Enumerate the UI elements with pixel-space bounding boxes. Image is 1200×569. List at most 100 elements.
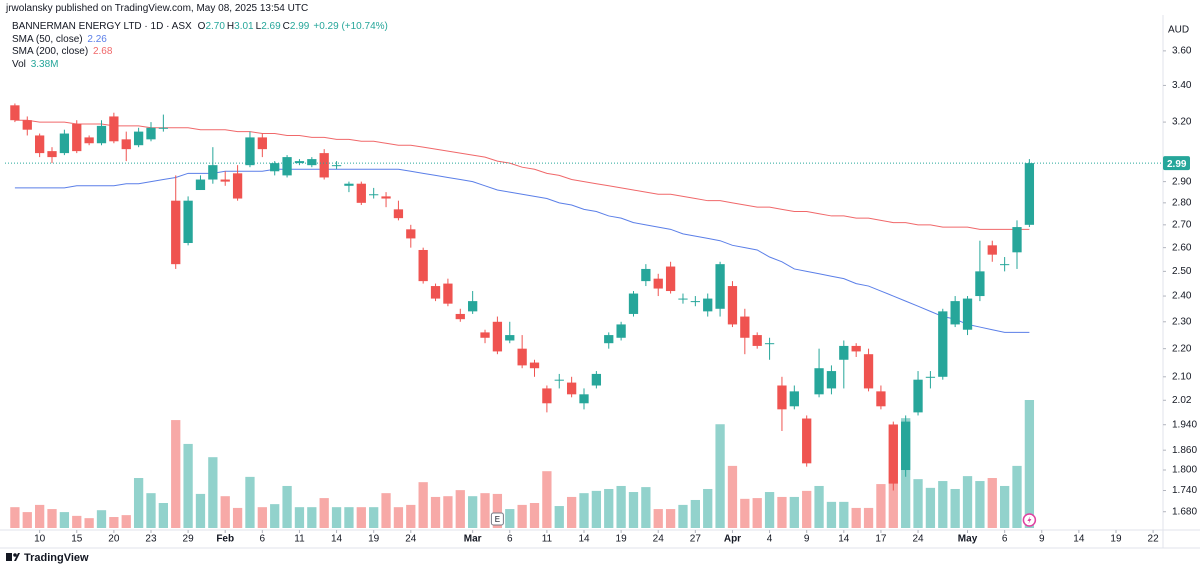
volume-bar bbox=[307, 507, 317, 528]
volume-bar bbox=[1000, 485, 1010, 528]
y-tick-label: 2.30 bbox=[1172, 316, 1192, 327]
candle-body bbox=[270, 163, 280, 172]
candle-body bbox=[232, 173, 243, 199]
ohlc-value: 2.69 bbox=[261, 21, 281, 32]
candle-body bbox=[307, 159, 317, 166]
volume-bar bbox=[938, 481, 948, 528]
sma-name: SMA (200, close) bbox=[12, 46, 89, 57]
candle-body bbox=[146, 127, 156, 140]
x-tick-label: 29 bbox=[183, 534, 195, 545]
x-tick-label: May bbox=[958, 534, 978, 545]
candle-body bbox=[195, 179, 206, 191]
candle-body bbox=[517, 348, 527, 366]
vol-value: 3.38M bbox=[30, 58, 59, 70]
volume-bar bbox=[962, 476, 973, 528]
volume-bar bbox=[22, 512, 32, 528]
price-tag bbox=[1163, 156, 1190, 171]
volume-bar bbox=[381, 493, 391, 528]
candle-body bbox=[802, 418, 812, 464]
x-tick-label: 20 bbox=[108, 534, 120, 545]
volume-bar bbox=[554, 506, 564, 528]
x-tick-label: 14 bbox=[331, 534, 343, 545]
candle-body bbox=[257, 137, 267, 150]
legend: BANNERMAN ENERGY LTD · 1D · ASX O2.70 H3.0… bbox=[12, 21, 390, 71]
candle-body bbox=[703, 298, 713, 312]
candle-body bbox=[764, 343, 775, 345]
candle-body bbox=[443, 283, 453, 304]
candle-body bbox=[901, 421, 911, 471]
candle-body bbox=[171, 200, 181, 265]
volume-bar bbox=[319, 498, 329, 528]
candle-body bbox=[975, 271, 985, 297]
candle-body bbox=[641, 268, 651, 282]
y-tick-label: 1.860 bbox=[1172, 445, 1197, 456]
currency: AUD bbox=[1168, 25, 1189, 36]
volume-bar bbox=[208, 457, 218, 528]
volume-bar bbox=[492, 493, 503, 528]
event-label: E bbox=[495, 515, 500, 524]
published-note: jrwolansky published on TradingView.com,… bbox=[6, 3, 309, 14]
volume-bar bbox=[47, 509, 57, 528]
volume-bar bbox=[851, 507, 861, 528]
volume-bar bbox=[418, 482, 428, 528]
candle-body bbox=[665, 266, 676, 292]
y-tick-label: 2.60 bbox=[1172, 242, 1192, 253]
sma-value: 2.26 bbox=[87, 33, 107, 45]
candle-body bbox=[84, 137, 94, 144]
volume-bar bbox=[814, 485, 824, 528]
volume-bar bbox=[220, 496, 230, 528]
x-tick-label: 22 bbox=[1148, 534, 1160, 545]
volume-bar bbox=[72, 515, 82, 528]
x-tick-label: 11 bbox=[294, 534, 305, 545]
candle-body bbox=[863, 354, 874, 389]
volume-bar bbox=[789, 496, 799, 528]
volume-bar bbox=[703, 488, 713, 528]
volume-bar bbox=[517, 504, 527, 528]
brand-logo bbox=[6, 553, 20, 561]
x-tick-label: 6 bbox=[1002, 534, 1008, 545]
flash-bolt bbox=[1027, 516, 1032, 524]
candle-body bbox=[294, 161, 305, 164]
volume-bar bbox=[987, 478, 997, 528]
x-tick-label: Apr bbox=[724, 534, 741, 545]
legend-row: SMA (50, close) 2.26 bbox=[12, 34, 390, 47]
candle-body bbox=[529, 362, 540, 369]
candle-body bbox=[752, 335, 762, 346]
candle-body bbox=[220, 179, 230, 182]
volume-bar bbox=[282, 485, 292, 528]
event-marker bbox=[490, 512, 504, 526]
volume-bar bbox=[542, 471, 552, 528]
volume-bar bbox=[245, 476, 255, 528]
volume-bar bbox=[171, 420, 181, 528]
y-tick-label: 2.10 bbox=[1172, 371, 1192, 382]
candle-body bbox=[777, 385, 787, 410]
candle-body bbox=[913, 379, 923, 413]
ohlc-key: H bbox=[226, 21, 235, 32]
volume-bar bbox=[1012, 465, 1022, 528]
candle-body bbox=[430, 286, 441, 299]
volume-bar bbox=[406, 504, 416, 528]
volume-bar bbox=[925, 487, 936, 528]
candle-body bbox=[72, 123, 82, 152]
x-tick-label: 24 bbox=[653, 534, 665, 545]
y-tick-label: 1.800 bbox=[1172, 465, 1197, 476]
candle-body bbox=[455, 313, 465, 320]
volume-bar bbox=[232, 507, 243, 528]
candle-body bbox=[492, 321, 503, 352]
volume-bar bbox=[529, 503, 540, 528]
candle-body bbox=[418, 249, 428, 282]
x-tick-label: 17 bbox=[875, 534, 887, 545]
candle-body bbox=[245, 137, 255, 166]
candle-body bbox=[10, 105, 20, 121]
volume-bar bbox=[678, 504, 688, 528]
volume-bar bbox=[727, 465, 738, 528]
x-tick-label: 27 bbox=[690, 534, 702, 545]
candle-body bbox=[839, 345, 849, 360]
candle-body bbox=[158, 127, 168, 129]
volume-bar bbox=[158, 503, 168, 528]
candle-body bbox=[208, 165, 218, 180]
x-tick-label: 24 bbox=[405, 534, 417, 545]
volume-bar bbox=[146, 493, 156, 528]
